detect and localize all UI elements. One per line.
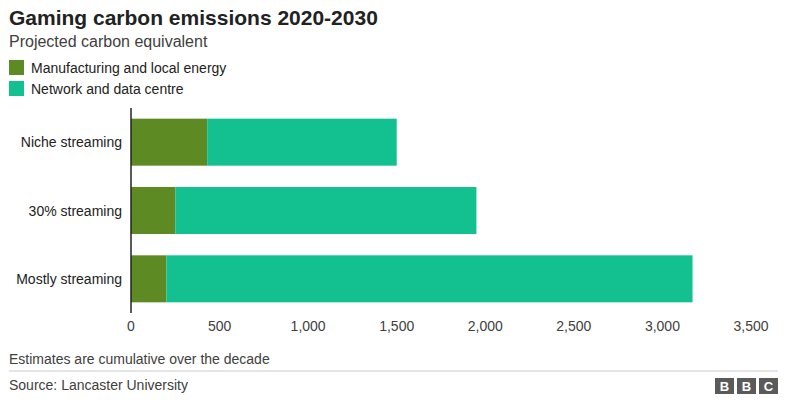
bars (131, 119, 693, 303)
bar (175, 187, 476, 234)
source: Source: Lancaster University (9, 377, 188, 393)
axis-line (130, 108, 132, 313)
note: Estimates are cumulative over the decade (9, 351, 270, 367)
legend-label: Network and data centre (31, 81, 184, 97)
logo-box (759, 378, 778, 394)
tick-label: 2,500 (556, 318, 591, 334)
tick-label: 0 (127, 318, 135, 334)
category-label: Mostly streaming (16, 271, 122, 287)
legend-swatch (9, 60, 24, 75)
tick-label: 3,000 (645, 318, 680, 334)
tick-label: 500 (208, 318, 232, 334)
tick-label: 1,500 (379, 318, 414, 334)
logo-box (737, 378, 756, 394)
legend-label: Manufacturing and local energy (31, 60, 226, 76)
bar (207, 119, 397, 166)
bar (131, 119, 207, 166)
bar (166, 255, 692, 302)
subtitle: Projected carbon equivalent (9, 33, 208, 50)
logo: C (764, 379, 774, 394)
chart: Gaming carbon emissions 2020-2030 Project… (0, 0, 786, 405)
bar (131, 255, 166, 302)
tick-label: 3,500 (733, 318, 768, 334)
title: Gaming carbon emissions 2020-2030 (9, 6, 378, 29)
bar (131, 187, 175, 234)
tick-label: 1,000 (291, 318, 326, 334)
category-label: Niche streaming (21, 134, 122, 150)
logo: B (742, 379, 751, 394)
footer-rule (9, 371, 778, 372)
logo-box (715, 378, 734, 394)
legend-swatch (9, 81, 24, 96)
logo: B (720, 379, 729, 394)
tick-label: 2,000 (468, 318, 503, 334)
category-label: 30% streaming (29, 203, 122, 219)
